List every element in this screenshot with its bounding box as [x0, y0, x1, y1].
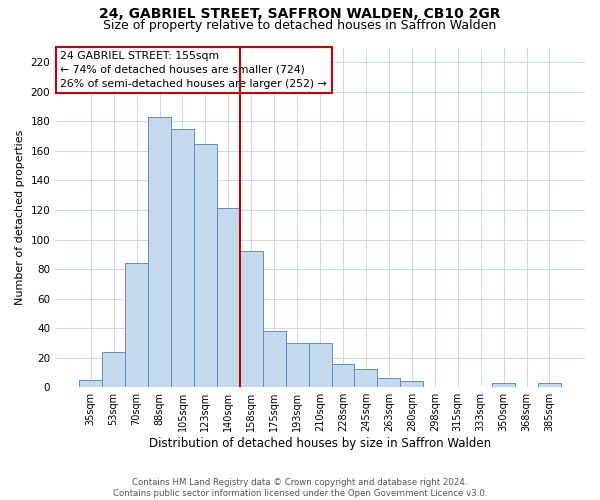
- Bar: [332, 364, 355, 387]
- Bar: [125, 263, 148, 387]
- Bar: [240, 252, 263, 387]
- Bar: [194, 144, 217, 387]
- Bar: [263, 331, 286, 387]
- Bar: [79, 380, 102, 387]
- Bar: [102, 352, 125, 387]
- Text: Size of property relative to detached houses in Saffron Walden: Size of property relative to detached ho…: [103, 19, 497, 32]
- Bar: [377, 378, 400, 387]
- Bar: [355, 370, 377, 387]
- Bar: [217, 208, 240, 387]
- Text: Contains HM Land Registry data © Crown copyright and database right 2024.
Contai: Contains HM Land Registry data © Crown c…: [113, 478, 487, 498]
- Bar: [171, 128, 194, 387]
- X-axis label: Distribution of detached houses by size in Saffron Walden: Distribution of detached houses by size …: [149, 437, 491, 450]
- Y-axis label: Number of detached properties: Number of detached properties: [15, 130, 25, 305]
- Bar: [400, 382, 423, 387]
- Bar: [538, 383, 561, 387]
- Bar: [286, 343, 308, 387]
- Bar: [492, 383, 515, 387]
- Bar: [148, 117, 171, 387]
- Bar: [308, 343, 332, 387]
- Text: 24, GABRIEL STREET, SAFFRON WALDEN, CB10 2GR: 24, GABRIEL STREET, SAFFRON WALDEN, CB10…: [99, 8, 501, 22]
- Text: 24 GABRIEL STREET: 155sqm
← 74% of detached houses are smaller (724)
26% of semi: 24 GABRIEL STREET: 155sqm ← 74% of detac…: [61, 51, 327, 89]
